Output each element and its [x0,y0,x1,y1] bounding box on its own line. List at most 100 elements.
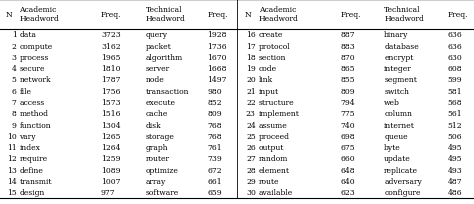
Text: 22: 22 [246,99,256,106]
Text: 1007: 1007 [101,177,120,185]
Text: database: database [384,42,419,50]
Text: compute: compute [19,42,53,50]
Text: 581: 581 [447,87,462,95]
Text: 25: 25 [246,132,256,140]
Text: 9: 9 [12,121,17,129]
Text: 4: 4 [12,65,17,73]
Text: 15: 15 [7,188,17,196]
Text: 739: 739 [208,155,222,163]
Text: data: data [19,31,36,39]
Text: 17: 17 [246,42,256,50]
Text: 27: 27 [246,155,256,163]
Text: internet: internet [384,121,415,129]
Text: 487: 487 [447,177,462,185]
Text: 659: 659 [208,188,222,196]
Text: random: random [259,155,288,163]
Text: Freq.: Freq. [208,11,228,19]
Text: 486: 486 [447,188,462,196]
Text: software: software [146,188,179,196]
Text: design: design [19,188,45,196]
Text: output: output [259,143,284,151]
Text: Technical
Headword: Technical Headword [384,6,424,23]
Text: 1965: 1965 [101,54,120,62]
Text: 698: 698 [340,132,355,140]
Text: available: available [259,188,293,196]
Text: code: code [259,65,277,73]
Text: configure: configure [384,188,420,196]
Text: 568: 568 [447,99,462,106]
Text: 561: 561 [447,110,462,118]
Text: Freq.: Freq. [101,11,121,19]
Text: 1265: 1265 [101,132,120,140]
Text: 6: 6 [12,87,17,95]
Text: 870: 870 [340,54,355,62]
Text: 30: 30 [246,188,256,196]
Text: 23: 23 [246,110,256,118]
Text: 768: 768 [208,132,222,140]
Text: 675: 675 [340,143,355,151]
Text: 630: 630 [447,54,463,62]
Text: 977: 977 [101,188,116,196]
Text: 883: 883 [340,42,355,50]
Text: section: section [259,54,286,62]
Text: assume: assume [259,121,287,129]
Text: 3: 3 [11,54,17,62]
Text: 19: 19 [246,65,256,73]
Text: node: node [146,76,164,84]
Text: 12: 12 [7,155,17,163]
Text: query: query [146,31,168,39]
Text: transmit: transmit [19,177,52,185]
Text: 1: 1 [12,31,17,39]
Text: 775: 775 [340,110,355,118]
Text: disk: disk [146,121,162,129]
Text: 10: 10 [7,132,17,140]
Text: 5: 5 [12,76,17,84]
Text: 1736: 1736 [208,42,227,50]
Text: implement: implement [259,110,300,118]
Text: Academic
Headword: Academic Headword [259,6,299,23]
Text: Freq.: Freq. [447,11,468,19]
Text: 493: 493 [447,166,463,174]
Text: access: access [19,99,45,106]
Text: storage: storage [146,132,175,140]
Text: 887: 887 [340,31,355,39]
Text: 20: 20 [246,76,256,84]
Text: 1497: 1497 [208,76,227,84]
Text: 13: 13 [7,166,17,174]
Text: 1264: 1264 [101,143,120,151]
Text: 640: 640 [340,177,355,185]
Text: 8: 8 [12,110,17,118]
Text: 21: 21 [246,87,256,95]
Text: 865: 865 [340,65,355,73]
Text: 648: 648 [340,166,355,174]
Text: route: route [259,177,279,185]
Text: transaction: transaction [146,87,190,95]
Text: 623: 623 [340,188,355,196]
Text: 1756: 1756 [101,87,120,95]
Text: network: network [19,76,51,84]
Text: 28: 28 [246,166,256,174]
Text: 495: 495 [447,143,462,151]
Text: 1304: 1304 [101,121,120,129]
Text: input: input [259,87,279,95]
Text: 16: 16 [246,31,256,39]
Text: Technical
Headword: Technical Headword [146,6,186,23]
Text: web: web [384,99,400,106]
Text: 24: 24 [246,121,256,129]
Text: optimize: optimize [146,166,179,174]
Text: 636: 636 [447,31,463,39]
Text: 14: 14 [7,177,17,185]
Text: 809: 809 [208,110,222,118]
Text: 7: 7 [12,99,17,106]
Text: byte: byte [384,143,401,151]
Text: update: update [384,155,411,163]
Text: replicate: replicate [384,166,418,174]
Text: 768: 768 [208,121,222,129]
Text: require: require [19,155,47,163]
Text: secure: secure [19,65,45,73]
Text: structure: structure [259,99,294,106]
Text: N: N [6,11,12,19]
Text: 740: 740 [340,121,355,129]
Text: 1089: 1089 [101,166,120,174]
Text: graph: graph [146,143,169,151]
